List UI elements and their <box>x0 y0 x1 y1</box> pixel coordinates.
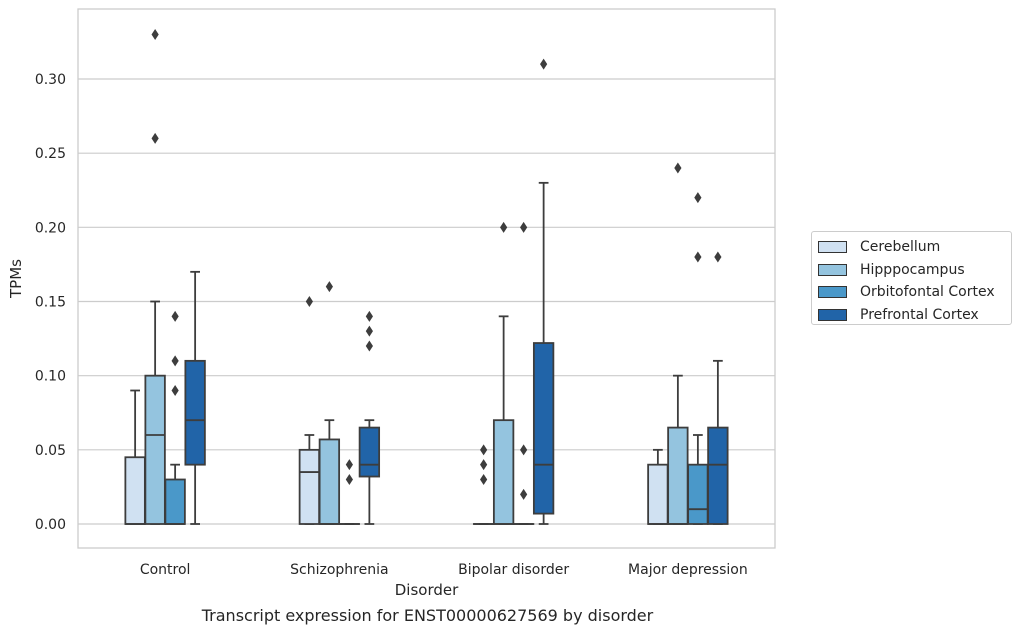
x-tick-label: Major depression <box>628 562 748 578</box>
box-cerebellum <box>298 296 321 525</box>
box <box>298 448 321 525</box>
box-hipppocampus <box>318 281 341 525</box>
outlier-point <box>171 355 179 367</box>
box-orbitofontal-cortex <box>512 221 535 525</box>
box-prefrontal-cortex <box>184 270 206 525</box>
box <box>184 359 206 466</box>
box <box>647 463 669 525</box>
legend-swatch <box>818 241 847 254</box>
y-tick-label: 0.05 <box>35 443 66 459</box>
box-cerebellum <box>647 448 669 525</box>
box-prefrontal-cortex <box>707 251 729 525</box>
outlier-point <box>520 488 528 500</box>
y-tick-label: 0.00 <box>35 517 66 533</box>
outlier-point <box>151 29 159 40</box>
x-tick-label: Bipolar disorder <box>458 562 569 578</box>
box <box>318 438 341 525</box>
x-tick-label: Schizophrenia <box>290 562 388 578</box>
legend-swatch <box>818 263 847 276</box>
box <box>358 426 381 478</box>
outlier-point <box>365 340 373 352</box>
outlier-point <box>345 474 353 485</box>
outlier-point <box>171 385 179 396</box>
outlier-point <box>674 162 682 174</box>
legend-item: Orbitofontal Cortex <box>818 281 1011 304</box>
box-cerebellum <box>124 389 146 525</box>
legend-label: Hipppocampus <box>860 261 965 278</box>
y-tick-label: 0.15 <box>35 295 66 311</box>
y-tick-label: 0.20 <box>35 220 66 236</box>
legend-swatch <box>818 308 847 321</box>
y-tick-label: 0.30 <box>35 72 66 88</box>
box <box>667 426 689 525</box>
y-tick-label: 0.25 <box>35 146 66 162</box>
outlier-point <box>365 310 373 322</box>
outlier-point <box>365 325 373 337</box>
outlier-point <box>325 281 333 293</box>
chart-caption: Transcript expression for ENST0000062756… <box>201 606 654 625</box>
outlier-point <box>345 459 353 471</box>
outlier-point <box>480 459 488 471</box>
outlier-point <box>540 58 548 70</box>
x-axis-label: Disorder <box>395 581 459 599</box>
legend-item: Cerebellum <box>818 236 1011 259</box>
box-hipppocampus <box>492 221 515 525</box>
outlier-point <box>500 221 508 233</box>
legend-label: Orbitofontal Cortex <box>860 284 995 301</box>
box <box>492 419 515 525</box>
box <box>687 463 709 525</box>
outlier-point <box>480 474 488 485</box>
box <box>707 426 729 525</box>
legend-swatch <box>818 286 847 299</box>
x-tick-label: Control <box>140 562 191 578</box>
legend: Cerebellum Hipppocampus Orbitofontal Corte… <box>811 231 1012 325</box>
outlier-point <box>171 310 179 322</box>
outlier-point <box>151 132 159 144</box>
box-prefrontal-cortex <box>532 58 555 525</box>
box-orbitofontal-cortex <box>687 192 709 525</box>
box-hipppocampus <box>667 162 689 525</box>
box <box>164 478 186 525</box>
box-prefrontal-cortex <box>358 310 381 525</box>
outlier-point <box>480 444 488 456</box>
outlier-point <box>520 444 528 456</box>
y-tick-labels: 0.00 0.05 0.10 0.15 0.20 0.25 0.30 <box>35 72 66 533</box>
box <box>532 342 555 515</box>
plot-area <box>77 8 776 549</box>
legend-item: Prefrontal Cortex <box>818 304 1011 327</box>
box-cerebellum <box>472 444 495 525</box>
box-orbitofontal-cortex <box>338 459 361 525</box>
outlier-point <box>305 296 313 307</box>
y-tick-label: 0.10 <box>35 369 66 385</box>
legend-item: Hipppocampus <box>818 259 1011 282</box>
legend-label: Prefrontal Cortex <box>860 306 979 323</box>
box-orbitofontal-cortex <box>164 310 186 525</box>
outlier-point <box>520 221 528 233</box>
x-tick-labels: Control Schizophrenia Bipolar disorder Majo… <box>140 562 748 578</box>
box <box>144 374 166 525</box>
outlier-point <box>714 251 722 263</box>
box-groups <box>124 29 729 525</box>
outlier-point <box>694 192 702 204</box>
outlier-point <box>694 251 702 263</box>
legend-label: Cerebellum <box>860 239 941 256</box>
box <box>124 456 146 525</box>
y-axis-label: TPMs <box>7 259 25 299</box>
box-hipppocampus <box>144 29 166 525</box>
